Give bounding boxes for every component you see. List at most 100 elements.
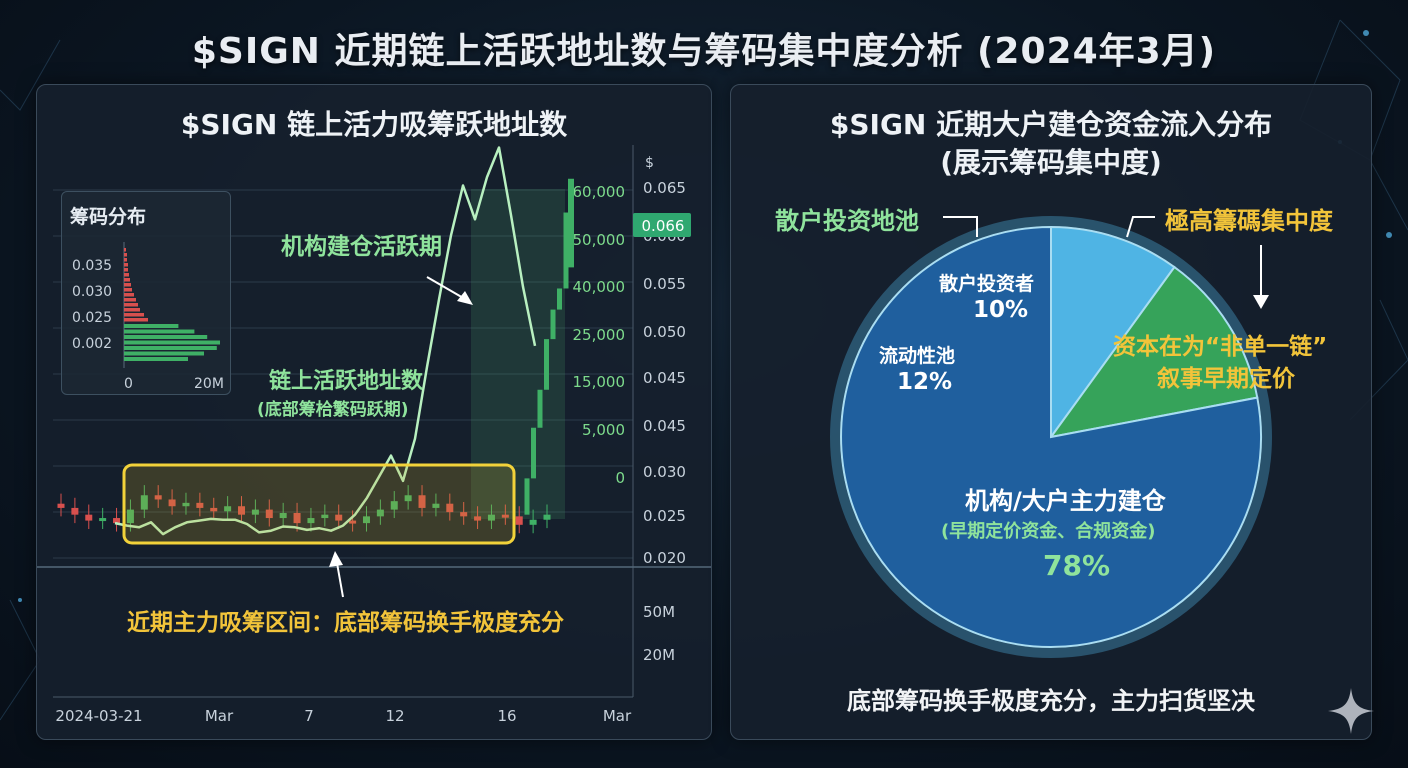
candle-body [140, 495, 148, 510]
candle-body [57, 503, 65, 508]
candle-body [474, 516, 482, 521]
price-tick-label: 0.050 [643, 323, 686, 341]
right-panel-footer: 底部筹码换手极度充分，主力扫货坚决 [847, 687, 1255, 715]
x-tick-label: 7 [304, 707, 314, 725]
price-tick-label: 0.045 [643, 417, 686, 435]
slice-retail-label: 散户投资者 [939, 273, 1035, 295]
inset-bar-red [124, 283, 131, 287]
current-price-label: 0.066 [642, 217, 685, 235]
inset-bar-red [124, 288, 132, 292]
candle-body [113, 518, 121, 524]
candle-body [265, 509, 273, 519]
callout-note-line2: 叙事早期定价 [1157, 366, 1295, 392]
candle-body [251, 509, 259, 515]
callout-high-concentration: 極高籌碼集中度 [1165, 207, 1333, 235]
candle-body [238, 506, 246, 515]
candle-body [362, 516, 370, 524]
price-tick-label: 0.045 [643, 369, 686, 387]
inset-bar-red [124, 273, 129, 277]
address-tick-label: 15,000 [573, 373, 626, 391]
x-tick-label: 16 [497, 707, 516, 725]
x-tick-label: 2024-03-21 [55, 707, 142, 725]
address-tick-label: 50,000 [573, 231, 626, 249]
inset-bar-red [124, 253, 127, 257]
inset-y-tick: 0.030 [72, 284, 112, 300]
callout-leader-right [1126, 216, 1155, 238]
candle-body [349, 520, 357, 524]
volume-tick-label: 20M [643, 646, 675, 664]
candle-body [460, 512, 468, 517]
right-panel-title: $SIGN 近期大户建仓资金流入分布 [829, 108, 1273, 141]
candle-body [99, 518, 107, 522]
right-panel-subtitle: (展示筹码集中度) [940, 146, 1162, 179]
chip-distribution-inset: 筹码分布 0.035 0.030 0.025 0.002 0 20M [61, 191, 231, 395]
rally-candle [544, 339, 549, 390]
address-tick-label: 5,000 [582, 421, 625, 439]
inset-y-tick: 0.035 [72, 258, 112, 274]
volume-tick-label: 50M [643, 603, 675, 621]
inset-bar-green [124, 329, 195, 334]
price-tick-label: 0.025 [643, 507, 686, 525]
rally-candle [537, 389, 543, 428]
candle-body [390, 501, 398, 510]
callout-retail-pool: 散户投资地池 [775, 207, 919, 235]
candle-body [404, 495, 412, 502]
candle-body [71, 507, 79, 515]
price-address-chart: $0.0650.0600.0550.0500.0450.0450.0300.02… [37, 145, 711, 725]
inset-bar-green [124, 346, 217, 350]
main-title: $SIGN 近期链上活跃地址数与筹码集中度分析 (2024年3月) [191, 31, 1217, 72]
active-address-line [114, 146, 537, 536]
price-axis-unit: $ [645, 155, 654, 171]
accumulation-zone-box [122, 463, 516, 545]
rally-candle [563, 212, 569, 289]
pie-slice-liquidity [1048, 265, 1259, 439]
candle-body [446, 503, 454, 513]
inset-bar-red [124, 298, 136, 302]
slice-institution-label: 机构/大户主力建仓 [965, 487, 1166, 515]
inset-bar-red [124, 258, 127, 262]
candle-body [418, 495, 426, 508]
inset-bar-red [124, 303, 138, 307]
arrow-head-icon [457, 291, 473, 305]
callout-leader-left [943, 216, 978, 237]
candle-body [182, 502, 190, 507]
candle-body [196, 502, 204, 508]
left-panel-title: $SIGN 链上活力吸筹跃地址数 [180, 108, 568, 141]
inset-bar-red [124, 248, 126, 252]
inset-x-tick: 20M [194, 376, 224, 392]
x-tick-label: Mar [603, 707, 632, 725]
inset-bar-green [124, 340, 220, 345]
inset-title: 筹码分布 [70, 206, 147, 228]
address-annotation-line1: 链上活跃地址数 [269, 369, 424, 394]
candle-body [501, 514, 509, 518]
candle-body [210, 507, 218, 512]
inset-bar-green [124, 335, 208, 339]
rally-candle [524, 478, 530, 515]
rally-candle [568, 178, 574, 268]
inset-y-tick: 0.002 [72, 336, 112, 352]
candle-body [321, 514, 329, 519]
address-chart-panel: $SIGN 链上活力吸筹跃地址数 $0.0650.0600.0550.0500.… [36, 84, 712, 740]
pie-glow [830, 216, 1272, 658]
price-tick-label: 0.065 [643, 179, 686, 197]
candle-body [515, 516, 523, 525]
inset-x-tick: 0 [124, 376, 133, 392]
slice-liquidity-label: 流动性池 [879, 345, 956, 367]
pie-slice-retail [1050, 225, 1176, 441]
inset-bar-red [124, 313, 144, 317]
inset-bar-green [124, 351, 204, 356]
rally-candle [531, 427, 536, 479]
slice-retail-pct: 10% [973, 297, 1029, 323]
inset-bar-green [124, 357, 188, 361]
inset-bar-red [124, 318, 148, 322]
arrow-line [336, 562, 344, 598]
candle-body [376, 509, 384, 517]
callout-arrow-head-icon [1253, 295, 1269, 309]
institution-annotation: 机构建仓活跃期 [281, 234, 442, 260]
slice-institution-sub: (早期定价资金、合规资金) [941, 521, 1156, 542]
price-tick-label: 0.020 [643, 549, 686, 567]
address-tick-label: 25,000 [573, 326, 626, 344]
arrow-head-icon [329, 551, 343, 567]
address-tick-label: 40,000 [573, 278, 626, 296]
callout-note-line1: 资本在为“非单一链” [1113, 334, 1328, 360]
